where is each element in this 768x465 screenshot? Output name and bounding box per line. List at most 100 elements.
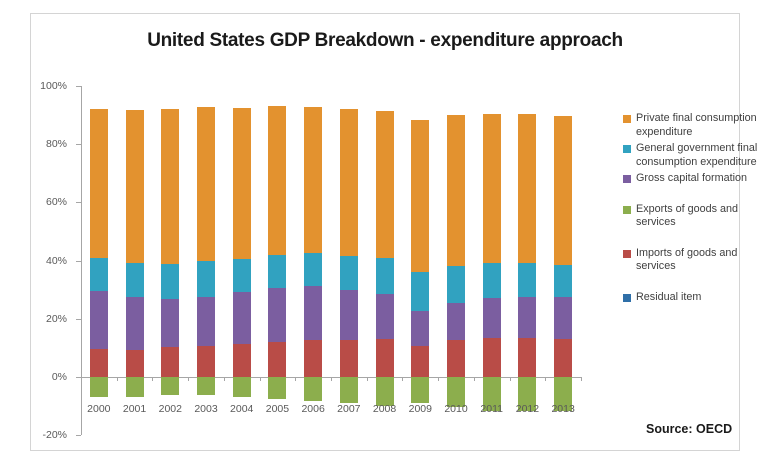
bar-segment[interactable] (304, 339, 323, 377)
bar-segment[interactable] (375, 257, 394, 295)
bar-segment[interactable] (125, 263, 144, 297)
bar-segment[interactable] (518, 114, 537, 263)
bar-segment-negative[interactable] (554, 376, 573, 411)
bar-segment[interactable] (375, 294, 394, 340)
bar-segment-negative[interactable] (447, 376, 465, 408)
bar-segment[interactable] (375, 111, 394, 258)
bar-segment[interactable] (89, 290, 108, 349)
bar-segment[interactable] (375, 339, 394, 377)
bar-group[interactable] (411, 86, 430, 435)
bar-segment[interactable] (89, 108, 108, 259)
legend-color-swatch (623, 115, 631, 123)
bar-segment[interactable] (482, 263, 501, 299)
bar-segment[interactable] (232, 108, 251, 259)
bar-segment[interactable] (447, 302, 465, 341)
bar-segment-negative[interactable] (375, 376, 394, 406)
bar-segment[interactable] (125, 350, 144, 377)
bar-segment-negative[interactable] (89, 376, 108, 398)
bar-segment[interactable] (268, 341, 287, 377)
bar-group[interactable] (339, 86, 358, 435)
x-axis-tick (223, 377, 225, 381)
bar-group[interactable] (554, 86, 573, 435)
bar-group[interactable] (447, 86, 465, 435)
bar-segment[interactable] (411, 346, 430, 377)
bar-segment[interactable] (268, 255, 287, 288)
bar-segment[interactable] (304, 286, 323, 340)
bar-segment[interactable] (339, 339, 358, 377)
bar-segment[interactable] (304, 106, 323, 254)
bar-segment-negative[interactable] (125, 376, 144, 397)
bar-segment-negative[interactable] (232, 376, 251, 398)
bar-segment[interactable] (89, 348, 108, 377)
bar-segment-negative[interactable] (161, 376, 180, 396)
x-axis-tick (116, 377, 118, 381)
bar-segment[interactable] (161, 347, 180, 377)
bar-segment[interactable] (339, 290, 358, 340)
bar-segment[interactable] (554, 297, 573, 339)
bar-segment[interactable] (447, 266, 465, 303)
bar-segment[interactable] (554, 264, 573, 298)
bar-segment[interactable] (161, 263, 180, 299)
bar-segment[interactable] (125, 110, 144, 264)
bar-segment-negative[interactable] (197, 376, 215, 395)
bar-segment[interactable] (232, 291, 251, 344)
legend-item[interactable]: Private final consumption expenditure (623, 112, 768, 139)
legend-item[interactable]: Exports of goods and services (623, 203, 768, 230)
bar-group[interactable] (232, 86, 251, 435)
legend-item[interactable]: Imports of goods and services (623, 247, 768, 274)
bar-segment[interactable] (554, 338, 573, 377)
y-axis-tick-label: 0% (51, 370, 67, 383)
legend-item[interactable]: Residual item (623, 291, 768, 305)
x-axis-tick (402, 377, 404, 381)
x-axis-tick (545, 377, 547, 381)
bar-segment[interactable] (518, 296, 537, 339)
bar-segment[interactable] (268, 106, 287, 256)
bar-segment[interactable] (232, 258, 251, 292)
bar-segment[interactable] (89, 258, 108, 291)
legend-item[interactable]: General government final consumption exp… (623, 142, 768, 169)
bar-segment[interactable] (447, 115, 465, 267)
bar-segment[interactable] (125, 296, 144, 351)
bar-segment[interactable] (197, 260, 215, 297)
bar-segment[interactable] (232, 343, 251, 377)
bar-segment[interactable] (518, 262, 537, 297)
bar-group[interactable] (268, 86, 287, 435)
bar-segment[interactable] (197, 345, 215, 377)
legend-label: Private final consumption expenditure (636, 112, 757, 138)
bar-group[interactable] (125, 86, 144, 435)
bar-group[interactable] (304, 86, 323, 435)
bar-group[interactable] (89, 86, 108, 435)
bar-segment-negative[interactable] (339, 376, 358, 403)
bar-segment[interactable] (411, 120, 430, 273)
bar-segment-negative[interactable] (482, 376, 501, 411)
x-axis-tick (188, 377, 190, 381)
bar-segment[interactable] (447, 340, 465, 377)
bar-segment[interactable] (339, 256, 358, 291)
bar-segment[interactable] (268, 287, 287, 342)
bar-segment[interactable] (411, 272, 430, 312)
bar-segment[interactable] (411, 311, 430, 346)
bar-segment[interactable] (482, 298, 501, 338)
bar-segment[interactable] (197, 106, 215, 261)
legend-item[interactable]: Gross capital formation (623, 172, 768, 186)
bar-group[interactable] (375, 86, 394, 435)
bar-segment-negative[interactable] (411, 376, 430, 403)
bar-segment-negative[interactable] (268, 376, 287, 399)
bar-segment[interactable] (339, 108, 358, 257)
bar-segment[interactable] (161, 298, 180, 348)
bar-segment[interactable] (482, 114, 501, 264)
x-axis-label: 2008 (372, 403, 397, 415)
bar-group[interactable] (482, 86, 501, 435)
bar-segment[interactable] (161, 109, 180, 264)
bar-group[interactable] (197, 86, 215, 435)
bar-segment[interactable] (482, 337, 501, 377)
bar-group[interactable] (518, 86, 537, 435)
bar-segment[interactable] (304, 253, 323, 287)
bar-segment[interactable] (197, 296, 215, 346)
bar-segment-negative[interactable] (304, 376, 323, 401)
x-axis-label: 2001 (122, 403, 147, 415)
bar-segment[interactable] (518, 338, 537, 377)
bar-segment-negative[interactable] (518, 376, 537, 411)
bar-segment[interactable] (554, 115, 573, 265)
bar-group[interactable] (161, 86, 180, 435)
